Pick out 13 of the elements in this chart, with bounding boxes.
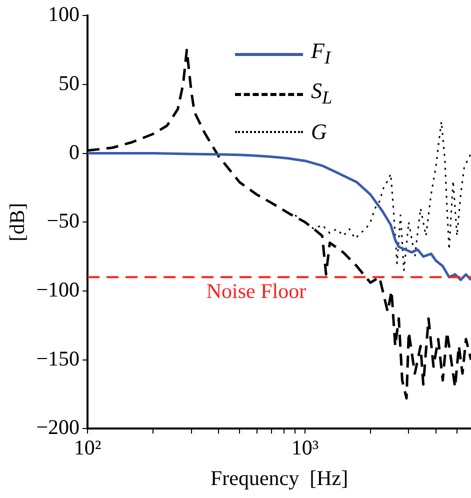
legend-label: G [311, 118, 327, 146]
y-tick-label: 100 [48, 2, 80, 26]
y-tick-label: 0 [69, 140, 80, 164]
y-tick-label: 50 [58, 70, 80, 95]
y-tick-label: −100 [36, 277, 80, 302]
y-tick-label: −50 [46, 208, 80, 233]
legend-label: F$_{I}$ [311, 37, 331, 70]
ref-line-label: Noise Floor [206, 279, 306, 304]
x-tick-label: 10³ [291, 436, 319, 460]
legend-label: S$_{L}$ [311, 77, 332, 110]
x-axis-title: Frequency [Hz] [210, 466, 348, 490]
y-axis-title: [dB] [5, 202, 30, 242]
y-tick-label: −150 [36, 346, 80, 370]
